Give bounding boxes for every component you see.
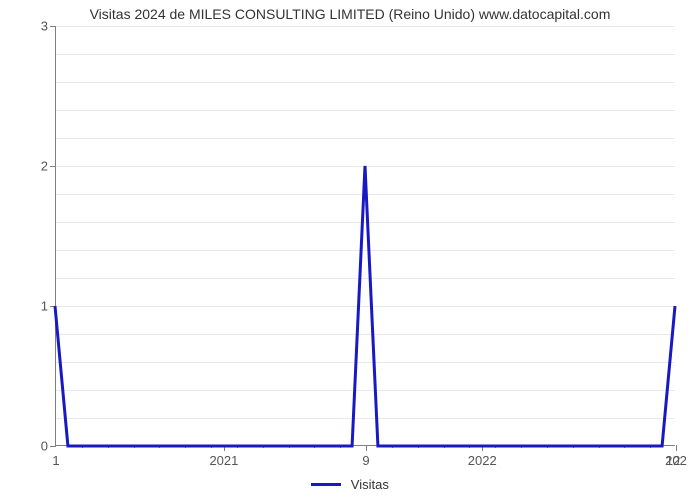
xtick-label: 9 bbox=[362, 453, 369, 468]
ytick-label: 2 bbox=[41, 159, 48, 174]
ytick bbox=[50, 446, 56, 447]
chart-title: Visitas 2024 de MILES CONSULTING LIMITED… bbox=[0, 6, 700, 22]
xaxis-left-label: 1 bbox=[52, 453, 59, 468]
ytick-label: 3 bbox=[41, 19, 48, 34]
legend-label: Visitas bbox=[351, 477, 389, 492]
line-series bbox=[55, 26, 675, 446]
ytick-label: 0 bbox=[41, 439, 48, 454]
xtick-label: 2022 bbox=[468, 453, 497, 468]
xtick-label: 2021 bbox=[209, 453, 238, 468]
legend: Visitas bbox=[0, 476, 700, 492]
plot-area: 0123202192022202112 bbox=[55, 26, 675, 446]
series-line bbox=[55, 166, 675, 446]
legend-swatch bbox=[311, 483, 341, 486]
xtick-major bbox=[676, 445, 677, 451]
ytick-label: 1 bbox=[41, 299, 48, 314]
xaxis-right-label: 12 bbox=[666, 453, 680, 468]
